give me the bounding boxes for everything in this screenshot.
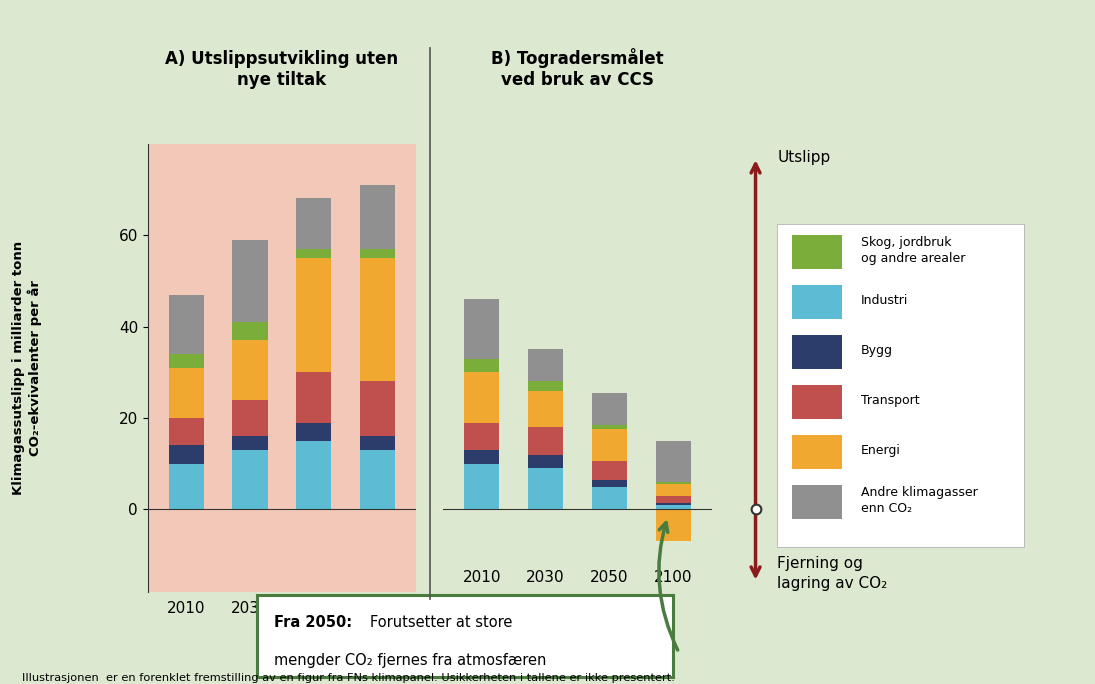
Bar — [169, 354, 204, 368]
Bar — [592, 479, 627, 486]
FancyBboxPatch shape — [793, 235, 842, 269]
Bar — [528, 350, 563, 382]
Bar — [656, 440, 691, 482]
FancyBboxPatch shape — [793, 385, 842, 419]
Text: Transport: Transport — [862, 393, 920, 406]
Bar — [592, 462, 627, 479]
Bar — [297, 440, 332, 510]
FancyBboxPatch shape — [793, 335, 842, 369]
Text: Fjerning og
lagring av CO₂: Fjerning og lagring av CO₂ — [777, 556, 888, 591]
Bar — [169, 368, 204, 418]
Bar — [297, 258, 332, 372]
Bar — [528, 427, 563, 454]
Bar — [169, 295, 204, 354]
Bar — [464, 358, 499, 372]
Bar — [232, 450, 267, 510]
Bar — [360, 382, 395, 436]
Bar — [297, 423, 332, 440]
Bar — [464, 372, 499, 423]
Bar — [232, 340, 267, 399]
Bar — [656, 496, 691, 503]
Bar — [656, 482, 691, 484]
Text: 2100: 2100 — [654, 570, 693, 585]
Text: Forutsetter at store: Forutsetter at store — [370, 615, 512, 630]
Bar — [528, 382, 563, 391]
Bar — [297, 372, 332, 423]
Text: 2010: 2010 — [462, 570, 502, 585]
Bar — [232, 322, 267, 340]
Bar — [360, 185, 395, 249]
Bar — [232, 239, 267, 322]
Text: 2030: 2030 — [527, 570, 565, 585]
Bar — [592, 425, 627, 430]
Text: mengder CO₂ fjernes fra atmosfæren: mengder CO₂ fjernes fra atmosfæren — [274, 653, 546, 668]
Bar — [528, 469, 563, 510]
Bar — [360, 450, 395, 510]
Bar — [169, 418, 204, 445]
Bar — [232, 436, 267, 450]
Text: A) Utslippsutvikling uten
nye tiltak: A) Utslippsutvikling uten nye tiltak — [165, 50, 399, 89]
Text: Andre klimagasser
enn CO₂: Andre klimagasser enn CO₂ — [862, 486, 978, 514]
Text: Klimagassutslipp i milliarder tonn
CO₂-ekvivalenter per år: Klimagassutslipp i milliarder tonn CO₂-e… — [12, 241, 43, 495]
Bar — [464, 423, 499, 450]
Bar — [656, 505, 691, 510]
Bar — [360, 249, 395, 258]
Text: Illustrasjonen  er en forenklet fremstilling av en figur fra FNs klimapanel. Usi: Illustrasjonen er en forenklet fremstill… — [22, 672, 675, 683]
Bar — [169, 464, 204, 510]
Bar — [592, 393, 627, 425]
Text: Industri: Industri — [862, 293, 909, 306]
Bar — [656, 484, 691, 496]
Bar — [297, 198, 332, 249]
Bar — [464, 464, 499, 510]
FancyBboxPatch shape — [793, 485, 842, 518]
Bar — [360, 436, 395, 450]
Bar — [232, 399, 267, 436]
Text: Energi: Energi — [862, 444, 901, 457]
Bar — [464, 299, 499, 358]
FancyBboxPatch shape — [793, 435, 842, 469]
Bar — [592, 486, 627, 510]
Bar — [360, 258, 395, 382]
Text: B) Togradersmålet
ved bruk av CCS: B) Togradersmålet ved bruk av CCS — [492, 48, 664, 89]
Text: Fra 2050:: Fra 2050: — [274, 615, 353, 630]
Text: Utslipp: Utslipp — [777, 150, 831, 165]
Bar — [528, 454, 563, 469]
Bar — [297, 249, 332, 258]
Bar — [656, 510, 691, 541]
Bar — [464, 450, 499, 464]
Text: Bygg: Bygg — [862, 343, 894, 356]
Text: Skog, jordbruk
og andre arealer: Skog, jordbruk og andre arealer — [862, 235, 966, 265]
Bar — [528, 391, 563, 427]
FancyBboxPatch shape — [793, 285, 842, 319]
Bar — [592, 430, 627, 462]
Bar — [656, 503, 691, 505]
Text: 2050: 2050 — [590, 570, 629, 585]
Bar — [169, 445, 204, 464]
